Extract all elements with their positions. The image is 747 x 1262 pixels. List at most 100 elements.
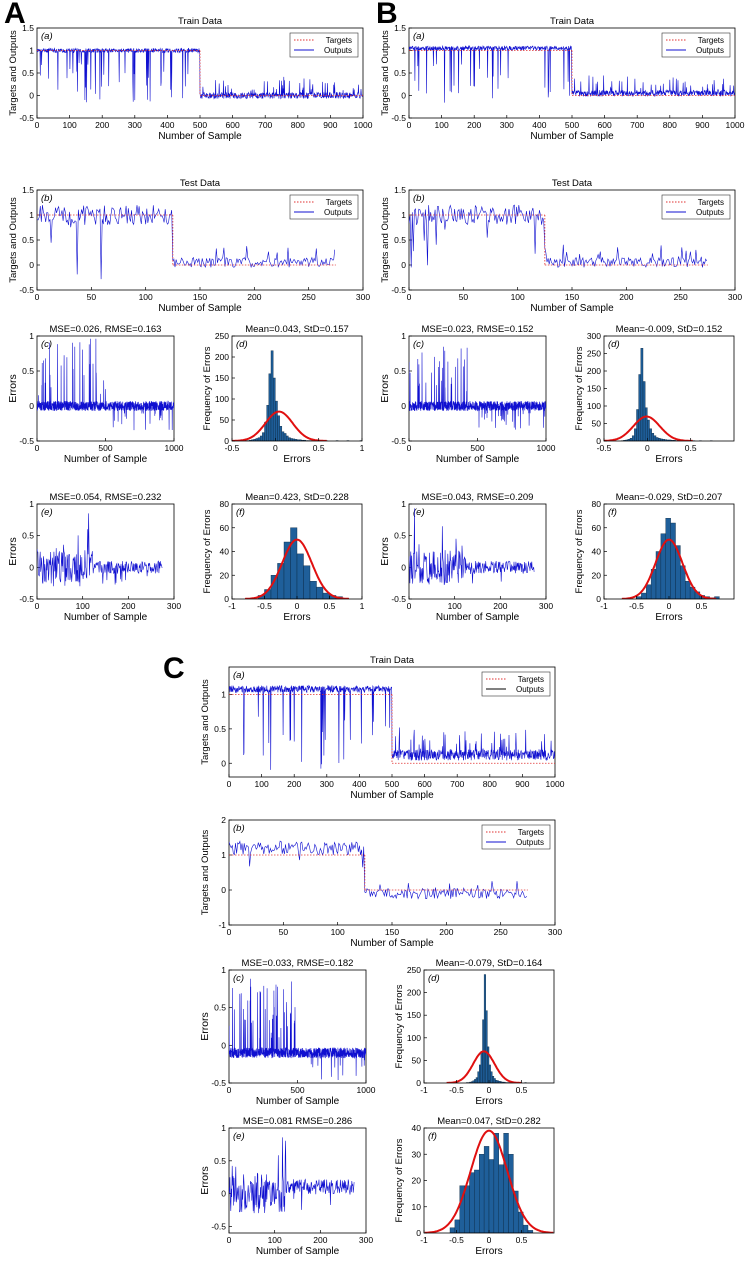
y-axis-label: Errors [199,1012,211,1041]
subplot-tag: (b) [413,193,425,204]
x-tick-label: 1000 [546,779,565,789]
histogram-bar [646,584,652,599]
normal-fit-curve [446,1050,522,1083]
y-tick-label: 250 [215,331,229,341]
histogram-bar [653,435,657,441]
y-tick-label: 1 [29,46,34,56]
chart-C-d: -1 -0.5 0 0.5 0 50 100 150 200 250 Mean=-0.079, St… [394,958,555,1107]
x-axis-label: Number of Sample [350,790,434,801]
chart-title: MSE=0.043, RMSE=0.209 [422,492,534,503]
chart-C-f: -1 -0.5 0 0.5 0 10 20 30 40 Mean=0.047, StD=0.282… [394,1116,555,1257]
y-tick-label: 1 [221,690,226,700]
x-tick-label: 0 [35,292,40,302]
plot-frame [231,335,363,442]
y-tick-label: 0 [29,91,34,101]
y-tick-label: 200 [407,988,421,998]
y-tick-label: 1.5 [22,23,34,33]
x-tick-label: 500 [385,779,399,789]
x-axis-label: Errors [475,1246,502,1257]
x-tick-label: 300 [128,120,142,130]
y-tick-label: 0 [596,436,601,446]
normal-fit-curve [621,538,717,599]
chart-C-a: 0 100 200 300 400 500 600 700 800 900 1000 0 0.5 1 Tra… [200,655,565,801]
histogram-bar [316,586,324,599]
x-tick-label: 200 [493,601,507,611]
y-axis-label: Targets and Outputs [8,30,19,116]
x-axis-label: Number of Sample [158,303,242,314]
legend-targets-label: Targets [518,828,544,837]
outputs-series-line [229,684,555,770]
y-tick-label: -0.5 [19,285,34,295]
x-tick-label: 500 [98,443,112,453]
histogram-bar [469,1172,475,1233]
x-tick-label: 0 [487,1235,492,1245]
chart-title: MSE=0.081 RMSE=0.286 [243,1116,352,1127]
y-tick-label: -0.5 [391,436,406,446]
x-tick-label: 200 [287,779,301,789]
x-axis-label: Errors [475,1096,502,1107]
x-tick-label: 0 [407,601,412,611]
normal-fit-curve [232,410,327,441]
y-tick-label: 20 [220,570,230,580]
y-tick-label: 40 [412,1123,422,1133]
x-tick-label: 200 [247,292,261,302]
histogram-bar [493,1078,496,1083]
y-tick-label: -0.5 [19,113,34,123]
outputs-series-line [37,338,174,431]
histogram-bar [270,350,274,441]
x-tick-label: 50 [279,927,289,937]
x-tick-label: -0.5 [597,443,612,453]
chart-title: MSE=0.054, RMSE=0.232 [50,492,162,503]
y-tick-label: 1 [221,965,226,975]
subplot-tag: (b) [41,193,53,204]
histogram-bar [493,1133,499,1233]
y-tick-label: 250 [587,349,601,359]
plot-frame [228,1127,367,1234]
x-tick-label: 100 [435,120,449,130]
histogram-bar [475,1077,478,1083]
x-tick-label: -1 [420,1235,428,1245]
histogram-bar [281,431,285,441]
y-tick-label: 30 [412,1149,422,1159]
y-tick-label: 60 [592,523,602,533]
subplot-tag: (e) [41,507,53,518]
y-tick-label: 50 [220,415,230,425]
x-tick-label: -0.5 [257,601,272,611]
legend-targets-label: Targets [326,36,352,45]
x-tick-label: 300 [500,120,514,130]
x-tick-label: 500 [290,1085,304,1095]
y-axis-label: Frequency of Errors [202,509,213,593]
histogram-bar [488,1159,495,1233]
x-tick-label: 400 [352,779,366,789]
x-tick-label: 1000 [726,120,745,130]
subplot-tag: (f) [608,507,617,518]
y-tick-label: -0.5 [211,1078,226,1088]
x-tick-label: 500 [193,120,207,130]
legend-outputs-label: Outputs [324,46,352,55]
histogram-bar [483,1146,490,1233]
x-tick-label: 150 [565,292,579,302]
x-axis-label: Number of Sample [256,1246,340,1257]
y-tick-label: 300 [587,331,601,341]
y-tick-label: 0 [401,91,406,101]
x-tick-label: 100 [331,927,345,937]
legend-targets-label: Targets [518,675,544,684]
x-axis-label: Errors [655,612,682,623]
subplot-tag: (a) [233,670,245,681]
legend-targets-label: Targets [698,36,724,45]
y-axis-label: Errors [7,537,19,566]
panel-label-c: C [163,652,185,685]
legend-outputs-label: Outputs [324,208,352,217]
x-tick-label: 250 [494,927,508,937]
x-tick-label: 0 [227,1235,232,1245]
y-axis-label: Frequency of Errors [574,509,585,593]
panel-label-b: B [376,0,398,30]
histogram-bar [485,1010,488,1083]
y-tick-label: 1 [401,499,406,509]
outputs-series-line [409,44,735,103]
chart-title: Mean=-0.009, StD=0.152 [616,324,723,335]
